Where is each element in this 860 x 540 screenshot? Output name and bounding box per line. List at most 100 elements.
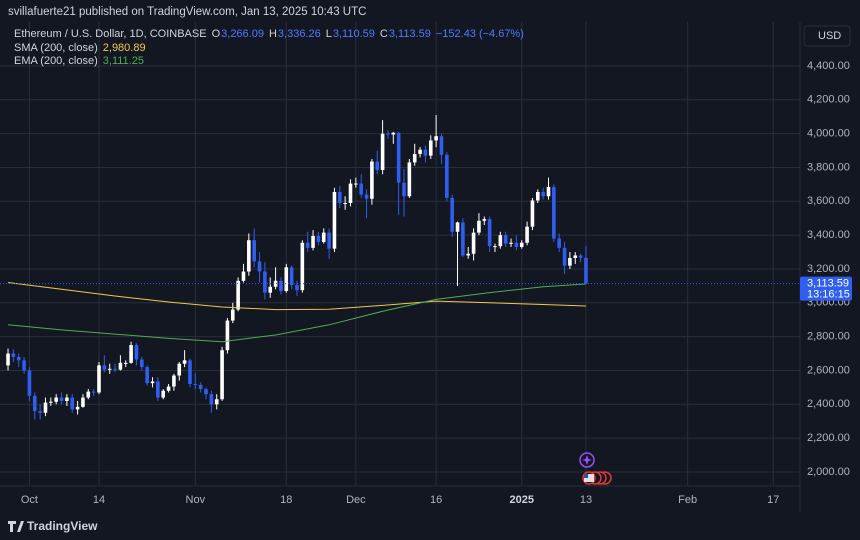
candle-body <box>279 280 283 291</box>
y-tick-label: 3,400.00 <box>807 229 850 241</box>
candle-body <box>284 267 289 291</box>
indicator-value: 3,111.25 <box>103 55 144 67</box>
candle-body <box>209 394 214 405</box>
candle-body <box>161 390 166 398</box>
candle-body <box>166 386 171 391</box>
indicator-line <box>7 282 586 311</box>
x-tick-label: 2025 <box>509 494 533 506</box>
x-tick-label: 13 <box>580 494 592 506</box>
currency[interactable]: USD <box>818 30 841 42</box>
candle-body <box>257 261 262 272</box>
candle-body <box>552 186 556 239</box>
candle-body <box>188 360 192 385</box>
candle-body <box>75 406 80 410</box>
candle-body <box>584 257 588 284</box>
candle-body <box>225 320 230 351</box>
x-tick-label: Feb <box>678 494 697 506</box>
candle-body <box>81 397 85 407</box>
candle-body <box>220 350 224 400</box>
legend-key: C <box>380 28 388 40</box>
currency-box[interactable] <box>803 25 851 47</box>
header-bar <box>0 0 860 22</box>
candle-body <box>102 365 107 370</box>
event-star <box>582 455 592 465</box>
candle-body <box>477 220 481 233</box>
candle-body <box>6 353 10 366</box>
candle-body <box>311 235 315 248</box>
last-price-label: 3,113.59 <box>807 277 849 289</box>
candle-body <box>519 242 524 247</box>
candle-body <box>305 242 310 248</box>
candle-body <box>91 391 96 393</box>
candle-body <box>343 202 347 204</box>
candle-body <box>364 194 369 199</box>
candle-body <box>359 183 364 195</box>
candle-body <box>407 162 412 197</box>
legend-value: 3,336.26 <box>278 28 321 40</box>
candle-body <box>134 345 139 360</box>
candle-body <box>370 161 374 199</box>
last-price-box <box>800 276 852 301</box>
candle-body <box>49 401 53 403</box>
candle-body <box>337 192 342 203</box>
flag-icon <box>584 474 588 478</box>
grid <box>0 22 800 485</box>
candle-body <box>541 192 545 197</box>
candle-body <box>268 286 273 293</box>
candle-body <box>535 192 540 201</box>
y-tick-label: 2,400.00 <box>807 398 850 410</box>
x-tick-label: Nov <box>186 494 206 506</box>
candle-body <box>198 384 203 390</box>
candle-body <box>418 149 422 154</box>
candle-body <box>450 197 454 232</box>
candle-body <box>113 368 117 370</box>
y-tick-label: 3,200.00 <box>807 263 850 275</box>
candle-body <box>289 267 294 286</box>
candle-body <box>145 367 149 384</box>
candle-body <box>503 235 508 244</box>
candle-body <box>354 183 358 185</box>
indicator-value: 2,980.89 <box>103 42 146 54</box>
candle-body <box>27 370 32 396</box>
candle-body <box>247 240 251 272</box>
legend-value: 3,113.59 <box>389 28 431 40</box>
candle-body <box>214 399 219 405</box>
x-tick-label: 17 <box>767 494 779 506</box>
candle-body <box>97 365 101 393</box>
candle-body <box>530 200 535 227</box>
candle-body <box>445 154 449 198</box>
candle-body <box>273 280 278 287</box>
x-tick-label: 18 <box>280 494 292 506</box>
legend-value: 3,110.59 <box>333 28 375 40</box>
candle-body <box>16 356 21 361</box>
candle-body <box>578 255 583 258</box>
y-tick-label: 2,000.00 <box>807 466 850 478</box>
candle-body <box>182 360 187 364</box>
candle-body <box>380 133 385 171</box>
legend-value: 3,266.09 <box>221 28 264 40</box>
footer-bar <box>0 512 860 540</box>
watermark[interactable]: TradingView <box>27 519 98 533</box>
candle-body <box>230 309 235 321</box>
candle-body <box>172 375 176 387</box>
candle-body <box>327 232 331 249</box>
y-tick-label: 2,600.00 <box>807 364 850 376</box>
logo[interactable]: TradingView <box>8 519 98 533</box>
header: svillafuerte21 published on TradingView.… <box>8 6 366 18</box>
candle-body <box>428 140 433 156</box>
event-markers[interactable] <box>579 452 612 485</box>
y-tick-label: 2,800.00 <box>807 331 850 343</box>
candle-body <box>482 219 487 221</box>
candle-body <box>123 362 128 364</box>
candle-body <box>32 395 37 412</box>
y-tick-label: 3,800.00 <box>807 161 850 173</box>
legend-key: H <box>269 28 277 40</box>
candle-body <box>525 226 529 243</box>
candle-body <box>70 397 75 410</box>
candle-body <box>193 384 198 386</box>
x-tick-label: 14 <box>93 494 105 506</box>
candle-body <box>375 161 380 171</box>
candle-body <box>455 222 460 232</box>
candle-body <box>38 411 42 413</box>
